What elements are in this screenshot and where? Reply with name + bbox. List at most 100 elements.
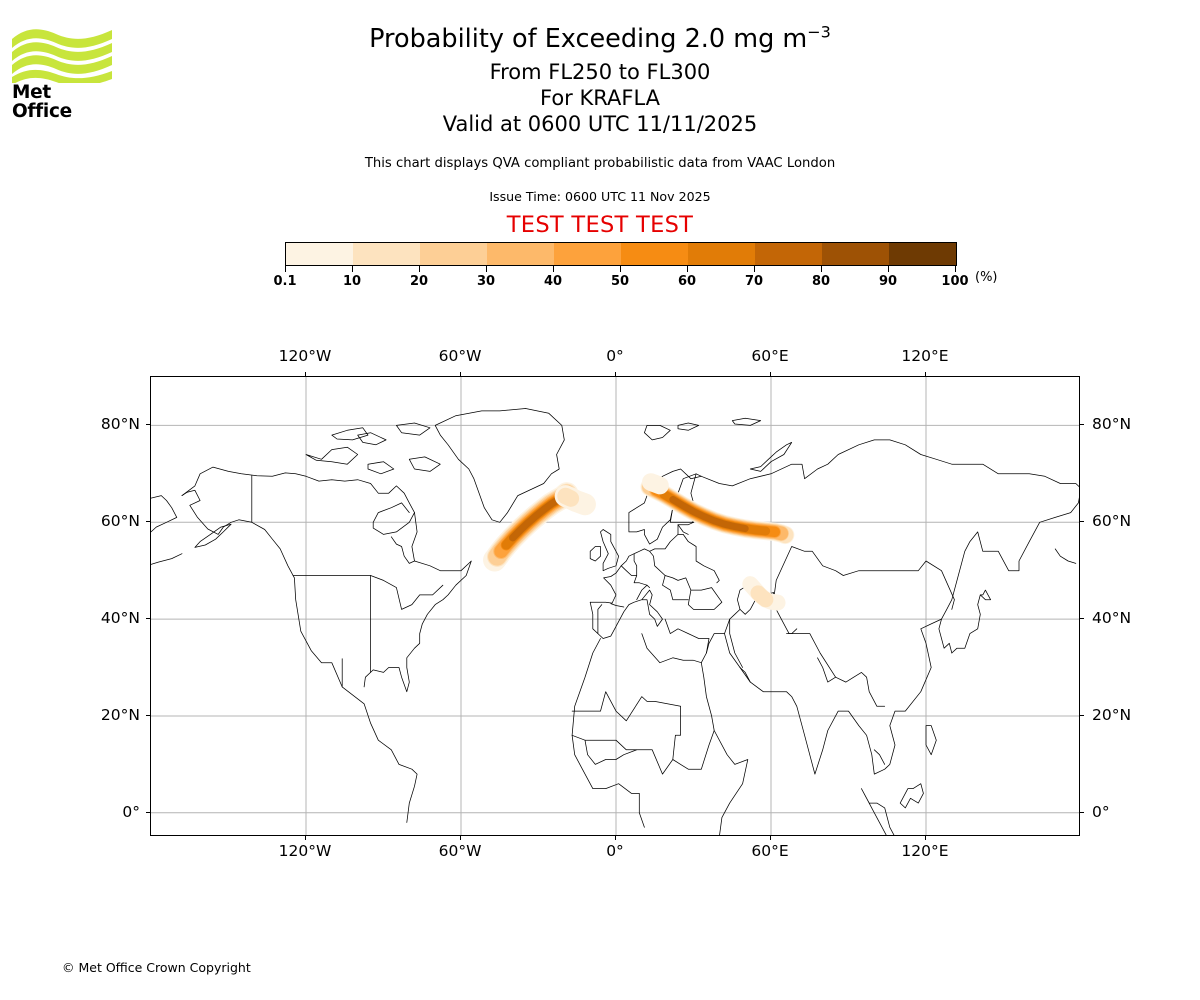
colorbar-segment-0.1-10 bbox=[286, 243, 353, 265]
colorbar-segment-20-30 bbox=[420, 243, 487, 265]
test-banner: TEST TEST TEST bbox=[506, 212, 694, 239]
lat-tick-right bbox=[1080, 811, 1084, 813]
colorbar-segment-10-20 bbox=[353, 243, 420, 265]
lon-label-bottom-120°E: 120°E bbox=[901, 842, 949, 860]
colorbar-segment-30-40 bbox=[487, 243, 554, 265]
colorbar-segment-40-50 bbox=[554, 243, 621, 265]
issue-time: Issue Time: 0600 UTC 11 Nov 2025 bbox=[489, 189, 711, 205]
plume-band-75 bbox=[669, 496, 749, 533]
colorbar-tick-label-90: 90 bbox=[878, 274, 898, 289]
map-coastlines bbox=[151, 408, 1079, 835]
colorbar-tick bbox=[955, 266, 956, 272]
colorbar-tick-label-80: 80 bbox=[811, 274, 831, 289]
plume-scandinavia-north-wisp bbox=[641, 473, 669, 495]
lon-tick-top bbox=[925, 372, 926, 376]
colorbar-tick-label-30: 30 bbox=[476, 274, 496, 289]
lat-label-right-0°: 0° bbox=[1092, 802, 1110, 821]
colorbar-tick-label-70: 70 bbox=[744, 274, 764, 289]
colorbar-segment-70-80 bbox=[755, 243, 822, 265]
lat-label-left-40°N: 40°N bbox=[100, 609, 140, 628]
lon-label-top-0°: 0° bbox=[606, 347, 624, 365]
lon-tick-bottom bbox=[460, 836, 461, 840]
colorbar-tick bbox=[888, 266, 889, 272]
colorbar-tick bbox=[486, 266, 487, 272]
lon-tick-bottom bbox=[615, 836, 616, 840]
subtitle-volcano: For KRAFLA bbox=[540, 86, 660, 111]
lat-tick-left bbox=[146, 521, 150, 523]
lat-tick-left bbox=[146, 424, 150, 426]
page-title: Probability of Exceeding 2.0 mg m−3 bbox=[0, 22, 1200, 54]
plume-north-atlantic-greenland-arm bbox=[483, 482, 579, 572]
colorbar-tick-label-60: 60 bbox=[677, 274, 697, 289]
plume-band-15 bbox=[750, 585, 774, 608]
lat-label-left-80°N: 80°N bbox=[100, 415, 140, 434]
lon-label-bottom-60°W: 60°W bbox=[438, 842, 482, 860]
page-title-exponent: −3 bbox=[807, 22, 831, 42]
ash-plume-overlay bbox=[483, 473, 795, 611]
lat-label-right-20°N: 20°N bbox=[1092, 705, 1132, 724]
colorbar-tick bbox=[754, 266, 755, 272]
lat-label-right-60°N: 60°N bbox=[1092, 512, 1132, 531]
lon-tick-top bbox=[460, 372, 461, 376]
lon-tick-top bbox=[615, 372, 616, 376]
colorbar-segment-80-90 bbox=[822, 243, 889, 265]
colorbar-tick-label-50: 50 bbox=[610, 274, 630, 289]
lat-tick-left bbox=[146, 811, 150, 813]
met-office-logo-text: Met Office bbox=[12, 82, 72, 122]
colorbar-tick bbox=[821, 266, 822, 272]
colorbar-tick-label-20: 20 bbox=[409, 274, 429, 289]
colorbar-ticks bbox=[285, 266, 956, 274]
lat-tick-right bbox=[1080, 714, 1084, 716]
lon-tick-top bbox=[770, 372, 771, 376]
lon-tick-bottom bbox=[770, 836, 771, 840]
lon-label-bottom-120°W: 120°W bbox=[278, 842, 332, 860]
lat-tick-right bbox=[1080, 618, 1084, 620]
page-title-text: Probability of Exceeding 2.0 mg m bbox=[369, 24, 808, 54]
lon-tick-bottom bbox=[305, 836, 306, 840]
lat-label-right-40°N: 40°N bbox=[1092, 609, 1132, 628]
colorbar-tick-label-10: 10 bbox=[342, 274, 362, 289]
lat-tick-right bbox=[1080, 424, 1084, 426]
colorbar-tick bbox=[620, 266, 621, 272]
lat-label-left-0°: 0° bbox=[122, 802, 140, 821]
plume-band-5 bbox=[641, 473, 669, 495]
probability-colorbar: 0.1 10 20 30 40 50 60 70 80 90 100 (%) bbox=[273, 242, 998, 294]
colorbar-segment-60-70 bbox=[688, 243, 755, 265]
subtitle-flight-level: From FL250 to FL300 bbox=[489, 60, 711, 85]
map-frame bbox=[150, 376, 1080, 836]
met-office-wave-icon bbox=[12, 29, 112, 83]
subtitle-valid-time: Valid at 0600 UTC 11/11/2025 bbox=[442, 112, 758, 137]
colorbar-tick-label-100: 100 bbox=[941, 274, 969, 289]
copyright-notice: © Met Office Crown Copyright bbox=[62, 960, 251, 975]
plume-band-15 bbox=[557, 487, 580, 507]
lon-label-top-60°W: 60°W bbox=[438, 347, 482, 365]
colorbar-segment-90-100 bbox=[889, 243, 956, 265]
lat-tick-left bbox=[146, 714, 150, 716]
qva-note: This chart displays QVA compliant probab… bbox=[364, 156, 836, 172]
colorbar-tick bbox=[553, 266, 554, 272]
lon-label-top-120°E: 120°E bbox=[901, 347, 949, 365]
lon-label-bottom-0°: 0° bbox=[606, 842, 624, 860]
colorbar-tick-label-40: 40 bbox=[543, 274, 563, 289]
colorbar-tick-label-0.1: 0.1 bbox=[273, 274, 297, 289]
chart-header: Probability of Exceeding 2.0 mg m−3 From… bbox=[0, 0, 1200, 238]
map-gridlines bbox=[151, 377, 1079, 835]
lon-label-top-120°W: 120°W bbox=[278, 347, 332, 365]
plume-band-75 bbox=[509, 496, 562, 542]
plume-north-atlantic-diffuse-tail bbox=[554, 485, 596, 516]
colorbar-tick-labels: 0.1 10 20 30 40 50 60 70 80 90 100 bbox=[273, 274, 968, 294]
colorbar-tick bbox=[352, 266, 353, 272]
lat-tick-left bbox=[146, 618, 150, 620]
colorbar-tick bbox=[687, 266, 688, 272]
lon-label-top-60°E: 60°E bbox=[751, 347, 789, 365]
lon-tick-top bbox=[305, 372, 306, 376]
colorbar-unit-label: (%) bbox=[975, 270, 998, 285]
map-panel: 120°W 120°W 60°W 60°W 0° 0° 60°E 60°E 120°E 120°E… bbox=[101, 347, 1131, 860]
lat-label-right-80°N: 80°N bbox=[1092, 415, 1132, 434]
lat-label-left-60°N: 60°N bbox=[100, 512, 140, 531]
lat-tick-right bbox=[1080, 521, 1084, 523]
colorbar-segment-50-60 bbox=[621, 243, 688, 265]
plume-central-asia-wisp bbox=[742, 576, 786, 611]
world-map bbox=[151, 377, 1079, 835]
colorbar-tick bbox=[419, 266, 420, 272]
